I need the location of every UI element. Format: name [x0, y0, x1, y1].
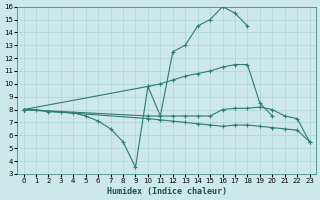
X-axis label: Humidex (Indice chaleur): Humidex (Indice chaleur)	[107, 187, 227, 196]
